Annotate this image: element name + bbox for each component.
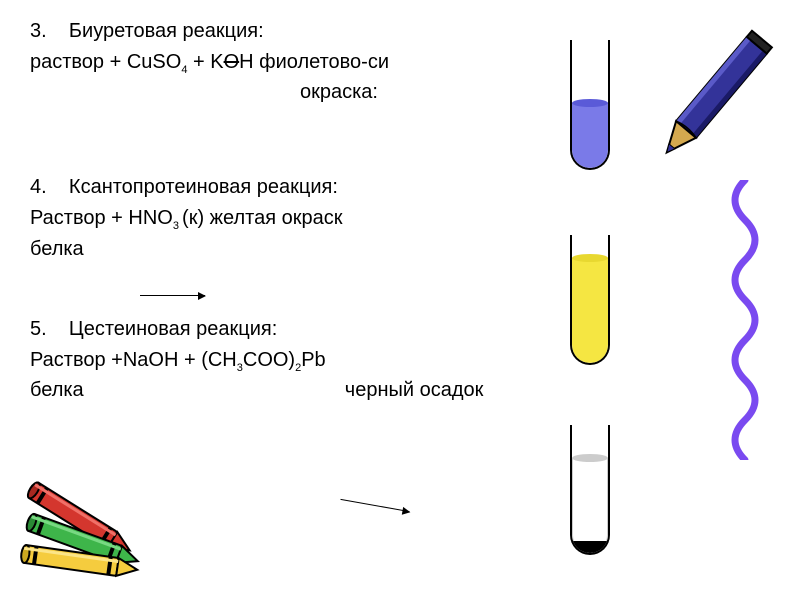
struck-letter: O xyxy=(224,51,240,73)
result-text: белка xyxy=(30,238,84,260)
reaction-5: 5. Цестеиновая реакция: Раствор +NaOH + … xyxy=(30,318,770,404)
result-text: черный осадок xyxy=(345,379,484,401)
squiggle-icon xyxy=(720,180,770,465)
reaction-4-formula: Раствор + HNO3 (к) желтая окраск xyxy=(30,204,770,234)
arrow-icon xyxy=(140,295,205,296)
crayons-icon xyxy=(5,460,175,595)
subscript: 3 xyxy=(173,220,182,232)
num: 3. xyxy=(30,20,47,42)
title: Биуретовая реакция: xyxy=(69,20,264,42)
reaction-5-formula: Раствор +NaOH + (CH3COO)2Pb xyxy=(30,346,770,376)
formula-part: Раствор + HNO xyxy=(30,207,173,229)
result-text: белка xyxy=(30,379,84,401)
num: 5. xyxy=(30,318,47,340)
result-text: окраска: xyxy=(300,81,378,103)
reaction-4: 4. Ксантопротеиновая реакция: Раствор + … xyxy=(30,176,770,262)
formula-part: COO) xyxy=(243,349,295,371)
reaction-4-result: белка xyxy=(30,235,770,263)
title: Ксантопротеиновая реакция: xyxy=(69,176,338,198)
formula-part: H фиолетово-си xyxy=(239,51,389,73)
formula-part: + K xyxy=(187,51,223,73)
reaction-5-title: 5. Цестеиновая реакция: xyxy=(30,318,770,341)
title: Цестеиновая реакция: xyxy=(69,318,277,340)
formula-part: (к) желтая окраск xyxy=(182,207,342,229)
arrow-icon xyxy=(340,499,409,512)
test-tube-violet xyxy=(570,40,610,180)
num: 4. xyxy=(30,176,47,198)
test-tube-yellow xyxy=(570,235,610,375)
pencil-icon xyxy=(630,10,800,185)
formula-part: Pb xyxy=(301,349,325,371)
reaction-5-result: белка черный осадок xyxy=(30,376,770,404)
test-tube-black-sediment xyxy=(570,425,610,565)
formula-part: Раствор +NaOH + (CH xyxy=(30,349,237,371)
formula-part: раствор + CuSO xyxy=(30,51,181,73)
